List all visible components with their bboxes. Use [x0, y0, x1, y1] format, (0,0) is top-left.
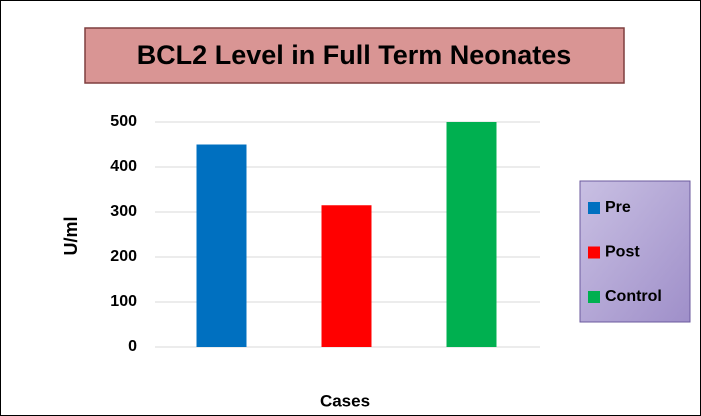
y-tick-label: 0 — [128, 338, 137, 355]
bar — [321, 205, 372, 347]
legend-swatch — [588, 246, 600, 259]
y-tick-label: 400 — [110, 158, 137, 175]
title-box — [84, 27, 625, 84]
y-tick-label: 300 — [110, 203, 137, 220]
legend-label: Pre — [605, 199, 631, 216]
bar — [446, 122, 497, 347]
y-tick-label: 100 — [110, 293, 137, 310]
y-axis-label: U/ml — [61, 216, 81, 255]
y-tick-label: 200 — [110, 248, 137, 265]
legend-label: Control — [605, 288, 662, 305]
legend-label: Post — [605, 244, 640, 261]
legend-swatch — [588, 291, 600, 303]
bar — [196, 144, 247, 347]
x-axis-label: Cases — [320, 391, 370, 410]
legend-swatch — [588, 202, 600, 214]
chart-title: BCL2 Level in Full Term Neonates — [137, 40, 572, 70]
y-tick-label: 500 — [110, 113, 137, 130]
